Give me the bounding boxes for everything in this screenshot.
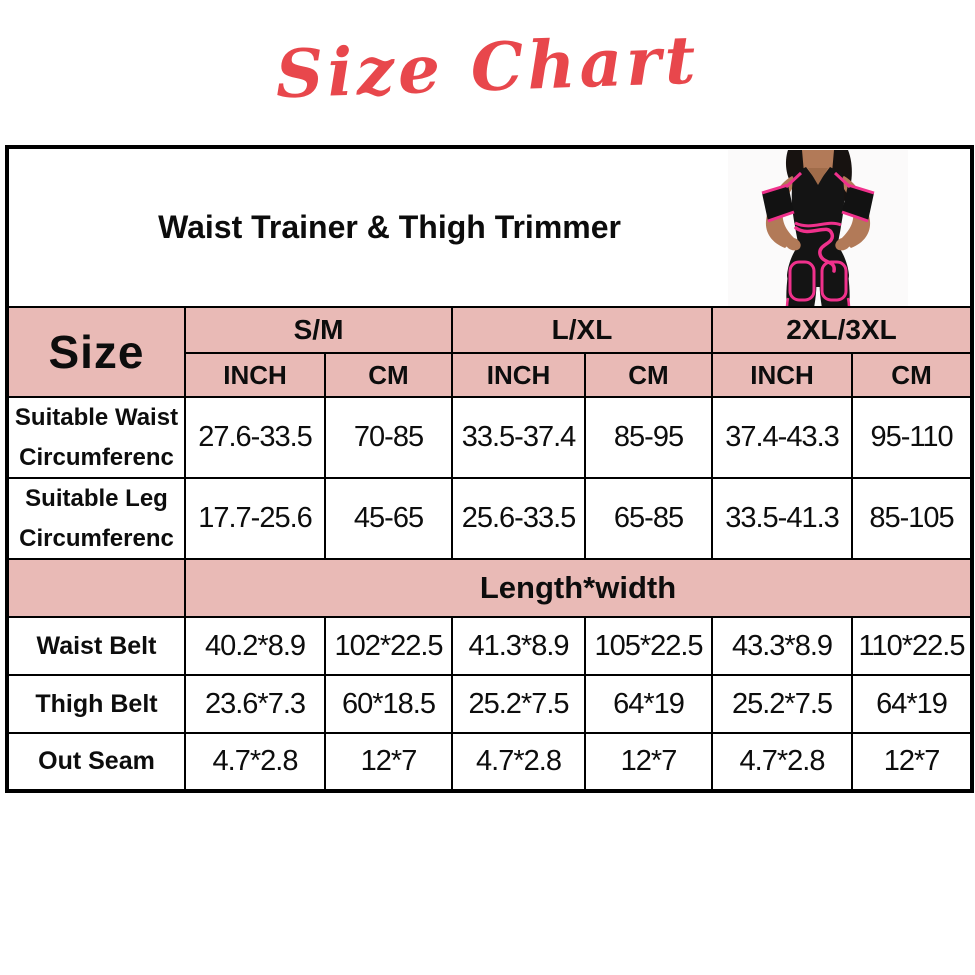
unit-header: CM [850, 352, 974, 398]
unit-header: CM [584, 352, 713, 398]
size-group-sm: S/M [184, 306, 453, 354]
product-header-cell: Waist Trainer & Thigh Trimmer [5, 146, 974, 308]
unit-header: CM [324, 352, 453, 398]
size-group-2xl3xl: 2XL/3XL [710, 306, 974, 354]
value-cell: 4.7*2.8 [711, 732, 853, 793]
value-cell: 37.4-43.3 [711, 395, 853, 480]
section-header-length-width: Length*width [183, 558, 974, 619]
value-cell: 40.2*8.9 [184, 616, 326, 677]
page-title: Size Chart [274, 20, 701, 114]
product-image [728, 150, 909, 305]
value-cell: 110*22.5 [850, 616, 974, 677]
value-cell: 65-85 [584, 477, 713, 561]
value-cell: 105*22.5 [584, 616, 713, 677]
value-cell: 27.6-33.5 [184, 395, 326, 480]
value-cell: 25.6-33.5 [451, 477, 586, 561]
value-cell: 12*7 [584, 732, 713, 793]
table-row-size-groups: Size S/M L/XL 2XL/3XL [6, 306, 974, 398]
value-cell: 33.5-37.4 [451, 395, 586, 480]
value-cell: 33.5-41.3 [711, 477, 853, 561]
value-cell: 12*7 [850, 732, 974, 793]
value-cell: 25.2*7.5 [451, 674, 586, 735]
table-row-product: Waist Trainer & Thigh Trimmer [5, 146, 974, 308]
value-cell: 70-85 [324, 395, 453, 480]
value-cell: 43.3*8.9 [711, 616, 853, 677]
value-cell: 12*7 [324, 732, 453, 793]
value-cell: 85-105 [850, 477, 974, 561]
value-cell: 85-95 [584, 395, 713, 480]
row-label-thigh-belt: Thigh Belt [6, 674, 186, 735]
table-row-waist-belt: Waist Belt 40.2*8.9 102*22.5 41.3*8.9 10… [6, 616, 974, 677]
table-row-leg-circumference: Suitable Leg Circumferenc 17.7-25.6 45-6… [6, 477, 974, 561]
unit-header: INCH [451, 352, 586, 398]
row-label-waist-belt: Waist Belt [6, 616, 186, 677]
value-cell: 45-65 [324, 477, 453, 561]
value-cell: 25.2*7.5 [711, 674, 853, 735]
size-table: Waist Trainer & Thigh Trimmer [5, 145, 975, 794]
row-label-waist-circumference: Suitable Waist Circumferenc [6, 395, 186, 480]
value-cell: 64*19 [850, 674, 974, 735]
size-corner-header: Size [6, 306, 186, 398]
value-cell: 23.6*7.3 [184, 674, 326, 735]
table-row-out-seam: Out Seam 4.7*2.8 12*7 4.7*2.8 12*7 4.7*2… [6, 732, 974, 793]
value-cell: 102*22.5 [324, 616, 453, 677]
table-row-thigh-belt: Thigh Belt 23.6*7.3 60*18.5 25.2*7.5 64*… [6, 674, 974, 735]
size-group-lxl: L/XL [451, 306, 713, 354]
table-row-section-header: Length*width [6, 558, 974, 619]
value-cell: 95-110 [850, 395, 974, 480]
row-label-out-seam: Out Seam [6, 732, 186, 793]
value-cell: 60*18.5 [324, 674, 453, 735]
product-name: Waist Trainer & Thigh Trimmer [158, 209, 621, 245]
value-cell: 4.7*2.8 [451, 732, 586, 793]
section-empty-cell [6, 558, 186, 619]
table-row-waist-circumference: Suitable Waist Circumferenc 27.6-33.5 70… [6, 395, 974, 480]
row-label-leg-circumference: Suitable Leg Circumferenc [6, 477, 186, 561]
value-cell: 4.7*2.8 [184, 732, 326, 793]
value-cell: 17.7-25.6 [184, 477, 326, 561]
value-cell: 64*19 [584, 674, 713, 735]
unit-header: INCH [184, 352, 326, 398]
unit-header: INCH [711, 352, 853, 398]
value-cell: 41.3*8.9 [451, 616, 586, 677]
table-row-units: INCH CM INCH CM INCH CM [7, 352, 974, 398]
